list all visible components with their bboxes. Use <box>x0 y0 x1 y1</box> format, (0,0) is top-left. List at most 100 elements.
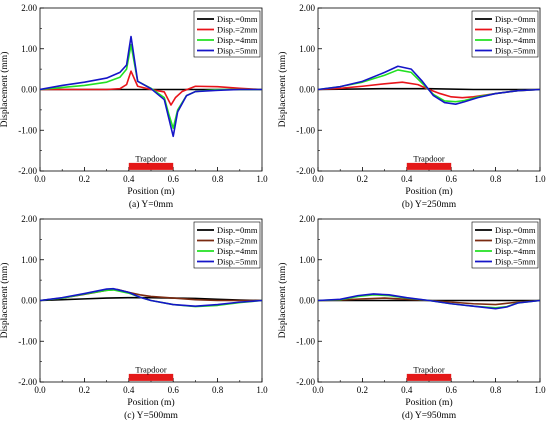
y-tick-label: -2.00 <box>296 377 315 387</box>
y-tick-label: 2.00 <box>21 214 37 224</box>
legend-entry: Disp.=5mm <box>217 257 258 267</box>
series-group <box>318 293 540 310</box>
x-tick-label: 0.6 <box>168 385 180 395</box>
x-tick-label: 1.0 <box>256 174 268 184</box>
x-axis-label: Position (m) <box>127 397 174 408</box>
x-tick-label: 1.0 <box>534 174 546 184</box>
chart-panel-2: 0.0 0.2 0.4 0.6 0.8 1.0 2.00 1.00 0.00 -1.00 -2.00… <box>277 3 546 210</box>
trapdoor-label: Trapdoor <box>135 364 166 374</box>
trapdoor-label: Trapdoor <box>413 153 444 163</box>
x-tick-label: 0.2 <box>79 174 90 184</box>
y-axis-label: Displacement (mm) <box>277 52 288 128</box>
x-axis-label: Position (m) <box>127 186 174 197</box>
series-group <box>40 287 262 308</box>
series-line-4 <box>318 65 540 105</box>
legend-entry: Disp.=4mm <box>495 246 536 256</box>
y-tick-label: 2.00 <box>21 3 37 13</box>
x-tick-label: 0.4 <box>401 174 413 184</box>
panel-caption: (c) Y=500mm <box>124 410 178 421</box>
y-tick-label: 1.00 <box>21 255 37 265</box>
x-tick-label: 1.0 <box>534 385 546 395</box>
chart-panel-3: 0.0 0.2 0.4 0.6 0.8 1.0 2.00 1.00 0.00 -1.00 -2.00… <box>0 214 268 421</box>
legend-entry: Disp.=5mm <box>495 257 536 267</box>
legend-entry: Disp.=2mm <box>495 236 536 246</box>
x-tick-label: 0.8 <box>490 385 502 395</box>
y-tick-label: 0.00 <box>21 85 37 95</box>
trapdoor-bar <box>406 162 452 170</box>
series-line-4 <box>40 287 262 308</box>
y-tick-label: 2.00 <box>299 3 315 13</box>
x-tick-label: 0.0 <box>312 385 324 395</box>
panel-caption: (a) Y=0mm <box>129 199 174 210</box>
trapdoor-bar <box>128 373 174 381</box>
series-group <box>40 35 262 138</box>
x-tick-label: 0.8 <box>212 385 224 395</box>
y-tick-label: 1.00 <box>21 44 37 54</box>
y-tick-label: -1.00 <box>296 125 315 135</box>
y-tick-label: 1.00 <box>299 44 315 54</box>
legend-entry: Disp.=0mm <box>217 225 258 235</box>
y-axis-label: Displacement (mm) <box>277 263 288 339</box>
y-tick-label: 0.00 <box>299 85 315 95</box>
y-tick-label: -2.00 <box>18 166 37 176</box>
series-line-2 <box>40 70 262 106</box>
x-tick-label: 0.0 <box>34 385 46 395</box>
x-tick-label: 0.0 <box>34 174 46 184</box>
chart-panel-1: 0.0 0.2 0.4 0.6 0.8 1.0 2.00 1.00 0.00 -1.00 -2.00… <box>0 3 268 210</box>
x-tick-label: 0.6 <box>446 385 458 395</box>
x-tick-label: 0.8 <box>490 174 502 184</box>
y-tick-label: -2.00 <box>18 377 37 387</box>
x-tick-label: 0.4 <box>401 385 413 395</box>
y-tick-label: -1.00 <box>296 336 315 346</box>
chart-panel-4: 0.0 0.2 0.4 0.6 0.8 1.0 2.00 1.00 0.00 -1.00 -2.00… <box>277 214 546 421</box>
series-line-2 <box>318 297 540 306</box>
panel-caption: (b) Y=250mm <box>402 199 457 210</box>
y-tick-label: 0.00 <box>299 296 315 306</box>
y-tick-label: 1.00 <box>299 255 315 265</box>
series-group <box>318 65 540 105</box>
y-tick-label: 0.00 <box>21 296 37 306</box>
trapdoor-label: Trapdoor <box>135 153 166 163</box>
x-tick-label: 0.6 <box>168 174 180 184</box>
x-tick-label: 0.2 <box>357 174 368 184</box>
legend-entry: Disp.=2mm <box>217 25 258 35</box>
legend-entry: Disp.=4mm <box>495 35 536 45</box>
trapdoor-bar <box>128 162 174 170</box>
x-tick-label: 0.2 <box>79 385 90 395</box>
legend-entry: Disp.=2mm <box>217 236 258 246</box>
y-axis-label: Displacement (mm) <box>0 263 10 339</box>
series-line-3 <box>318 69 540 103</box>
legend-entry: Disp.=0mm <box>217 14 258 24</box>
x-tick-label: 0.0 <box>312 174 324 184</box>
trapdoor-bar <box>406 373 452 381</box>
legend-entry: Disp.=5mm <box>217 46 258 56</box>
y-axis-label: Displacement (mm) <box>0 52 10 128</box>
y-tick-label: -1.00 <box>18 125 37 135</box>
legend-entry: Disp.=0mm <box>495 225 536 235</box>
legend-entry: Disp.=4mm <box>217 246 258 256</box>
legend-entry: Disp.=5mm <box>495 46 536 56</box>
series-line-4 <box>318 293 540 310</box>
x-tick-label: 0.4 <box>123 174 135 184</box>
series-line-4 <box>40 35 262 138</box>
x-axis-label: Position (m) <box>405 186 452 197</box>
y-tick-label: -2.00 <box>296 166 315 176</box>
x-tick-label: 0.4 <box>123 385 135 395</box>
legend-entry: Disp.=2mm <box>495 25 536 35</box>
x-axis-label: Position (m) <box>405 397 452 408</box>
x-tick-label: 0.8 <box>212 174 224 184</box>
x-tick-label: 0.6 <box>446 174 458 184</box>
x-tick-label: 1.0 <box>256 385 268 395</box>
y-tick-label: -1.00 <box>18 336 37 346</box>
trapdoor-label: Trapdoor <box>413 364 444 374</box>
series-line-1 <box>40 296 262 302</box>
y-tick-label: 2.00 <box>299 214 315 224</box>
x-tick-label: 0.2 <box>357 385 368 395</box>
legend-entry: Disp.=4mm <box>217 35 258 45</box>
legend-entry: Disp.=0mm <box>495 14 536 24</box>
